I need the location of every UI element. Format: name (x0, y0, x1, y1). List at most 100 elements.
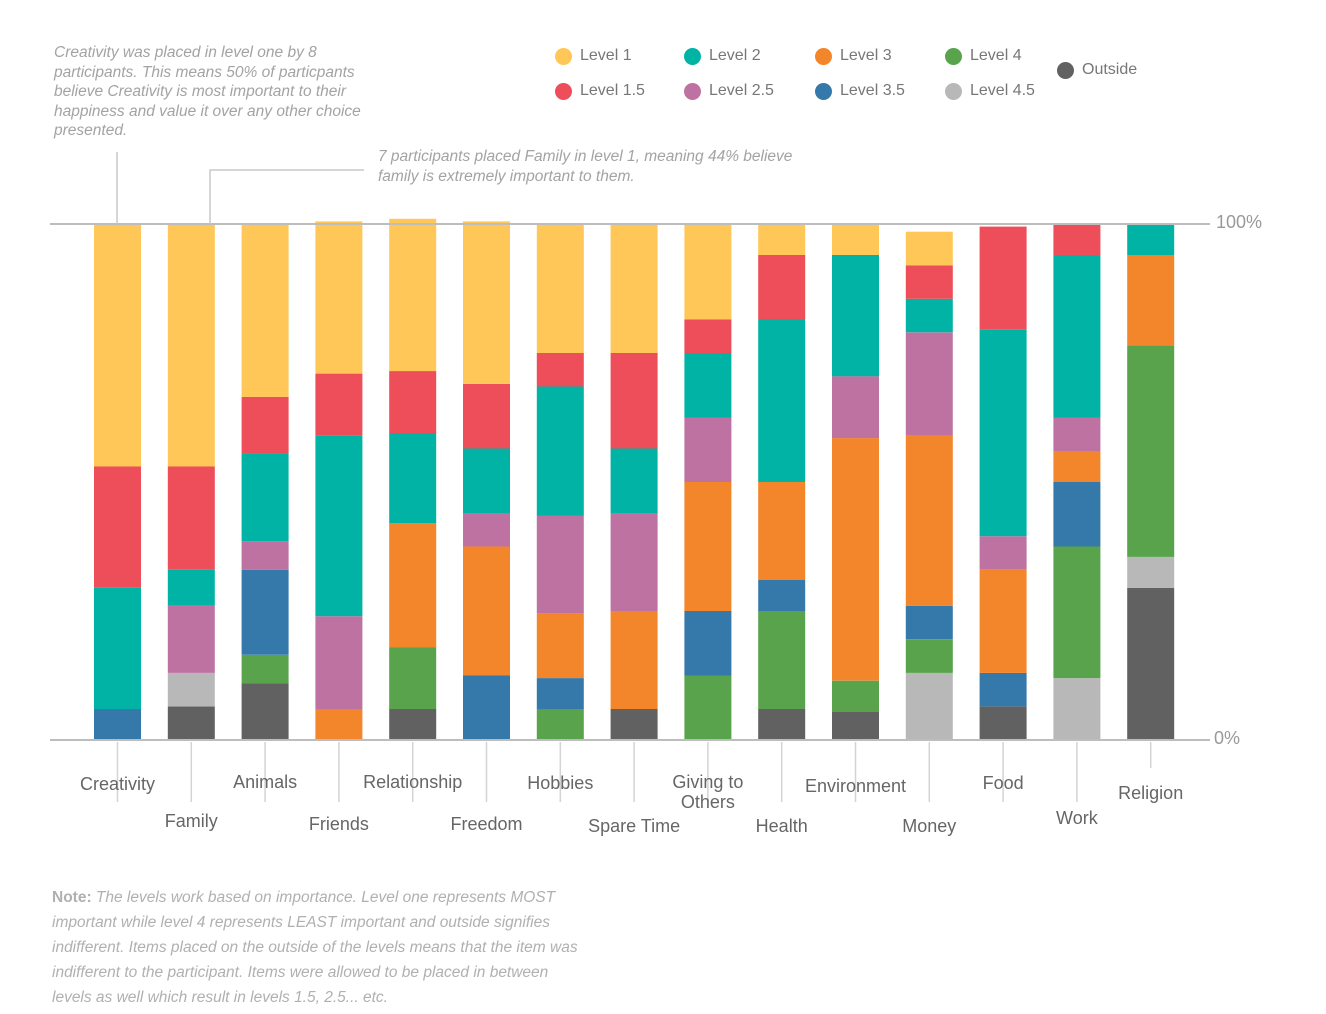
bar-segment-spare-time-outside (610, 709, 658, 740)
category-label-hobbies: Hobbies (527, 773, 594, 793)
bar-segment-religion-level-4 (1127, 345, 1175, 557)
bars-layer (94, 218, 1175, 740)
bar-segment-relationship-level-4 (389, 647, 437, 709)
bar-segment-creativity-level-1-5 (94, 466, 141, 588)
bar-segment-health-level-1 (758, 224, 806, 255)
bar-segment-environment-level-2-5 (832, 376, 879, 439)
bar-segment-family-level-2-5 (167, 605, 215, 673)
bar-segment-animals-outside (241, 683, 289, 740)
note-label: Note: (52, 889, 92, 906)
bar-segment-giving-to-others-level-1 (684, 224, 732, 320)
bar-segment-animals-level-3-5 (241, 569, 289, 655)
legend-swatch-icon (555, 82, 572, 100)
bar-segment-creativity-level-3-5 (94, 709, 141, 740)
bar-segment-giving-to-others-level-4 (684, 675, 732, 740)
bar-segment-giving-to-others-level-3-5 (684, 611, 732, 676)
category-label-religion: Religion (1118, 783, 1184, 803)
category-label-family: Family (164, 811, 218, 831)
legend-label: Level 1.5 (580, 82, 645, 99)
legend-item-level-1: Level 1 (555, 47, 632, 65)
category-label-money: Money (902, 816, 957, 836)
bar-segment-giving-to-others-level-3 (684, 482, 732, 611)
legend-item-outside: Outside (1057, 61, 1137, 79)
bar-segment-animals-level-2 (241, 453, 289, 542)
bar-segment-money-level-3-5 (905, 605, 953, 640)
bar-segment-animals-level-4 (241, 654, 289, 684)
bar-segment-environment-level-3 (832, 438, 879, 681)
legend-item-level-3-5: Level 3.5 (815, 82, 905, 100)
legend-swatch-icon (815, 82, 832, 100)
bar-segment-food-outside (979, 706, 1027, 740)
annotation-creativity: Creativity was placed in level one by 8 … (54, 44, 361, 139)
bar-segment-work-level-4 (1053, 546, 1101, 679)
bar-segment-freedom-level-2-5 (463, 513, 510, 547)
bar-segment-relationship-level-1-5 (389, 371, 437, 433)
bar-segment-hobbies-level-2 (536, 386, 584, 516)
bar-segment-friends-level-2 (315, 435, 363, 617)
category-label-spare-time: Spare Time (588, 816, 681, 836)
bar-segment-hobbies-level-4 (536, 709, 584, 740)
legend-item-level-4-5: Level 4.5 (945, 82, 1035, 100)
bar-segment-health-level-3-5 (758, 580, 806, 611)
category-label-giving-to-others: Giving to Others (672, 772, 744, 812)
bar-segment-health-level-4 (758, 611, 806, 709)
bar-segment-animals-level-1 (241, 224, 289, 397)
bar-segment-freedom-level-1-5 (463, 384, 510, 449)
bar-segment-freedom-level-2 (463, 448, 510, 513)
bar-segment-work-level-3 (1053, 451, 1101, 482)
bar-segment-money-level-4 (905, 639, 953, 673)
bar-segment-health-outside (758, 709, 806, 740)
bar-segment-spare-time-level-1 (610, 224, 658, 353)
bar-segment-religion-level-3 (1127, 255, 1175, 346)
bar-segment-relationship-outside (389, 709, 437, 740)
footnote: Note: The levels work based on importanc… (52, 885, 582, 1010)
bar-segment-family-outside (167, 706, 215, 740)
bar-segment-money-level-1 (905, 231, 953, 266)
legend-item-level-2-5: Level 2.5 (684, 82, 774, 100)
bar-segment-environment-level-2 (832, 255, 879, 377)
legend-label: Level 3.5 (840, 82, 905, 99)
bar-segment-religion-level-2 (1127, 224, 1175, 255)
bar-segment-spare-time-level-2 (610, 448, 658, 513)
bar-segment-freedom-level-1 (463, 221, 510, 384)
bar-segment-giving-to-others-level-2 (684, 353, 732, 418)
y-tick-100: 100% (1216, 212, 1263, 232)
category-label-environment: Environment (804, 776, 907, 796)
bar-segment-environment-level-1 (832, 224, 879, 255)
category-ticks (116, 742, 1152, 802)
bar-segment-hobbies-level-1 (536, 224, 584, 353)
legend-swatch-icon (555, 47, 572, 65)
bar-segment-work-level-2 (1053, 255, 1101, 418)
bar-segment-friends-level-2-5 (315, 616, 363, 710)
bar-segment-religion-level-4-5 (1127, 556, 1175, 588)
bar-segment-money-level-4-5 (905, 672, 953, 740)
bar-segment-money-level-2 (905, 298, 953, 333)
legend-swatch-icon (684, 82, 701, 100)
bar-segment-giving-to-others-level-2-5 (684, 417, 732, 482)
bar-segment-freedom-level-3 (463, 546, 510, 676)
category-label-work: Work (1056, 808, 1098, 828)
bar-segment-hobbies-level-3-5 (536, 678, 584, 710)
bar-segment-environment-level-4 (832, 680, 879, 712)
bar-segment-work-level-1-5 (1053, 224, 1101, 255)
bar-segment-family-level-1-5 (167, 466, 215, 570)
legend-swatch-icon (945, 47, 962, 65)
bar-segment-spare-time-level-3 (610, 611, 658, 709)
y-tick-0: 0% (1214, 728, 1241, 748)
legend-item-level-4: Level 4 (945, 47, 1022, 65)
bar-segment-friends-level-1 (315, 221, 363, 374)
bar-segment-family-level-4-5 (167, 672, 215, 707)
bar-segment-spare-time-level-2-5 (610, 513, 658, 611)
bar-segment-creativity-level-1 (94, 224, 141, 467)
bar-segment-food-level-1-5 (979, 226, 1027, 330)
bar-segment-food-level-3 (979, 569, 1027, 673)
bar-segment-relationship-level-2 (389, 433, 437, 524)
annotation-family: 7 participants placed Family in level 1,… (378, 148, 793, 185)
category-label-health: Health (755, 816, 808, 836)
legend-swatch-icon (815, 47, 832, 65)
bar-segment-money-level-3 (905, 435, 953, 606)
bar-segment-relationship-level-1 (389, 218, 437, 371)
bar-segment-spare-time-level-1-5 (610, 353, 658, 449)
bar-segment-health-level-1-5 (758, 255, 806, 320)
